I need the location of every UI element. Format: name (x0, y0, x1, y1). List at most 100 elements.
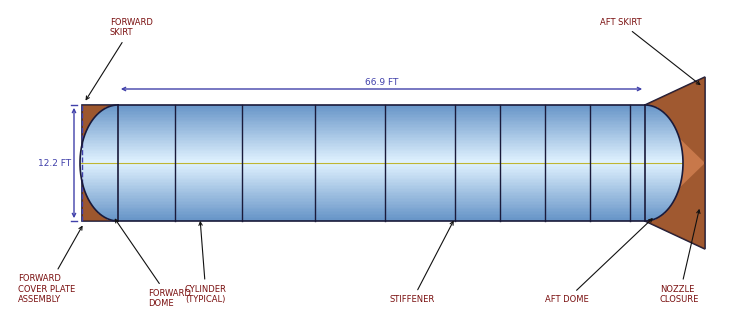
Bar (118, 142, 645, 144)
Bar (90, 123, 118, 125)
Bar (118, 160, 645, 162)
Bar (645, 113, 666, 115)
Bar (645, 186, 680, 188)
Text: AFT SKIRT: AFT SKIRT (600, 18, 700, 84)
Bar (645, 168, 683, 170)
Bar (645, 129, 676, 131)
Bar (645, 147, 681, 149)
Bar (645, 213, 663, 215)
Bar (118, 118, 645, 120)
Bar (118, 171, 645, 173)
Bar (99, 212, 118, 214)
Bar (118, 141, 645, 143)
Bar (645, 209, 667, 211)
Bar (645, 132, 678, 134)
Bar (81, 168, 118, 170)
Bar (118, 170, 645, 172)
Polygon shape (82, 163, 118, 221)
Bar (645, 135, 678, 137)
Bar (81, 145, 118, 147)
Bar (118, 132, 645, 134)
Bar (645, 161, 683, 163)
Bar (118, 139, 645, 141)
Bar (645, 170, 683, 172)
Bar (118, 134, 645, 135)
Bar (645, 134, 678, 135)
Bar (645, 173, 682, 175)
Bar (645, 158, 683, 160)
Bar (81, 155, 118, 157)
Bar (118, 149, 645, 151)
Bar (118, 112, 645, 114)
Bar (645, 131, 677, 133)
Bar (645, 162, 683, 164)
Bar (81, 178, 118, 180)
Bar (118, 106, 645, 108)
Bar (645, 217, 656, 219)
Bar (90, 122, 118, 124)
Bar (83, 183, 118, 185)
Bar (645, 199, 675, 201)
Bar (85, 190, 118, 192)
Bar (102, 215, 118, 217)
Bar (118, 200, 645, 202)
Bar (118, 154, 645, 156)
Bar (95, 116, 118, 118)
Bar (645, 105, 650, 107)
Bar (111, 219, 118, 221)
Bar (118, 109, 645, 111)
Bar (645, 190, 678, 192)
Bar (107, 217, 118, 219)
Bar (89, 125, 118, 127)
Bar (99, 112, 118, 114)
Bar (118, 148, 645, 150)
Bar (118, 164, 645, 166)
Bar (645, 106, 654, 108)
Bar (82, 180, 118, 182)
Bar (118, 210, 645, 212)
Bar (645, 141, 681, 143)
Bar (645, 219, 652, 221)
Bar (105, 107, 118, 109)
Bar (87, 194, 118, 196)
Bar (118, 122, 645, 124)
Bar (645, 110, 662, 112)
Bar (88, 126, 118, 128)
Bar (645, 118, 669, 120)
Bar (118, 123, 645, 125)
Bar (87, 196, 118, 198)
Bar (84, 138, 118, 140)
Bar (645, 151, 682, 153)
Bar (85, 191, 118, 193)
Bar (80, 160, 118, 162)
Bar (645, 145, 681, 147)
Bar (118, 158, 645, 160)
Bar (645, 193, 677, 195)
Bar (118, 217, 645, 219)
Bar (645, 174, 682, 176)
Bar (118, 116, 645, 118)
Bar (118, 128, 645, 130)
Bar (84, 186, 118, 188)
Bar (80, 164, 118, 166)
Bar (118, 168, 645, 170)
Bar (645, 152, 682, 154)
Bar (645, 136, 679, 138)
Bar (93, 118, 118, 120)
Bar (645, 148, 682, 150)
Bar (96, 115, 118, 117)
Bar (118, 145, 645, 147)
Bar (82, 105, 118, 221)
Bar (118, 183, 645, 185)
Polygon shape (82, 105, 118, 163)
Bar (118, 191, 645, 193)
Bar (86, 193, 118, 195)
Bar (645, 139, 680, 141)
Bar (118, 213, 645, 215)
Bar (81, 174, 118, 176)
Bar (645, 154, 683, 156)
Bar (118, 162, 645, 164)
Bar (645, 196, 676, 198)
Bar (101, 110, 118, 112)
Bar (645, 120, 672, 122)
